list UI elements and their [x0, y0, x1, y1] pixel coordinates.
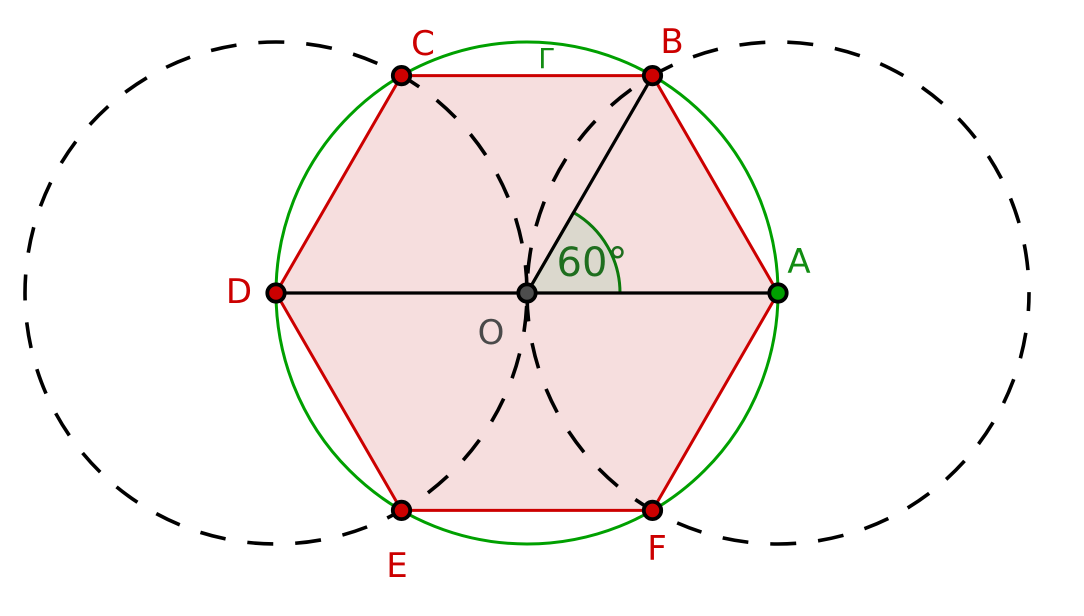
construction-circle-center-a [525, 40, 1031, 546]
label-point-b: B [660, 22, 684, 62]
label-point-e: E [386, 546, 408, 586]
label-circle-gamma: Γ [538, 42, 554, 75]
label-point-a: A [787, 242, 811, 282]
label-point-f: F [647, 529, 667, 569]
construction-circle-center-d [23, 40, 529, 546]
label-point-d: D [225, 272, 253, 312]
point-d[interactable] [265, 282, 287, 304]
point-a[interactable] [767, 282, 789, 304]
point-c[interactable] [390, 65, 413, 87]
point-f[interactable] [641, 499, 664, 521]
point-e[interactable] [390, 499, 413, 521]
angle-sector-60 [525, 210, 622, 295]
label-center-o: O [477, 313, 505, 353]
segment-ob [525, 76, 654, 294]
point-o-center[interactable] [516, 282, 538, 304]
point-b[interactable] [641, 65, 664, 87]
label-point-c: C [411, 24, 435, 64]
label-angle-60: 60° [556, 240, 628, 286]
